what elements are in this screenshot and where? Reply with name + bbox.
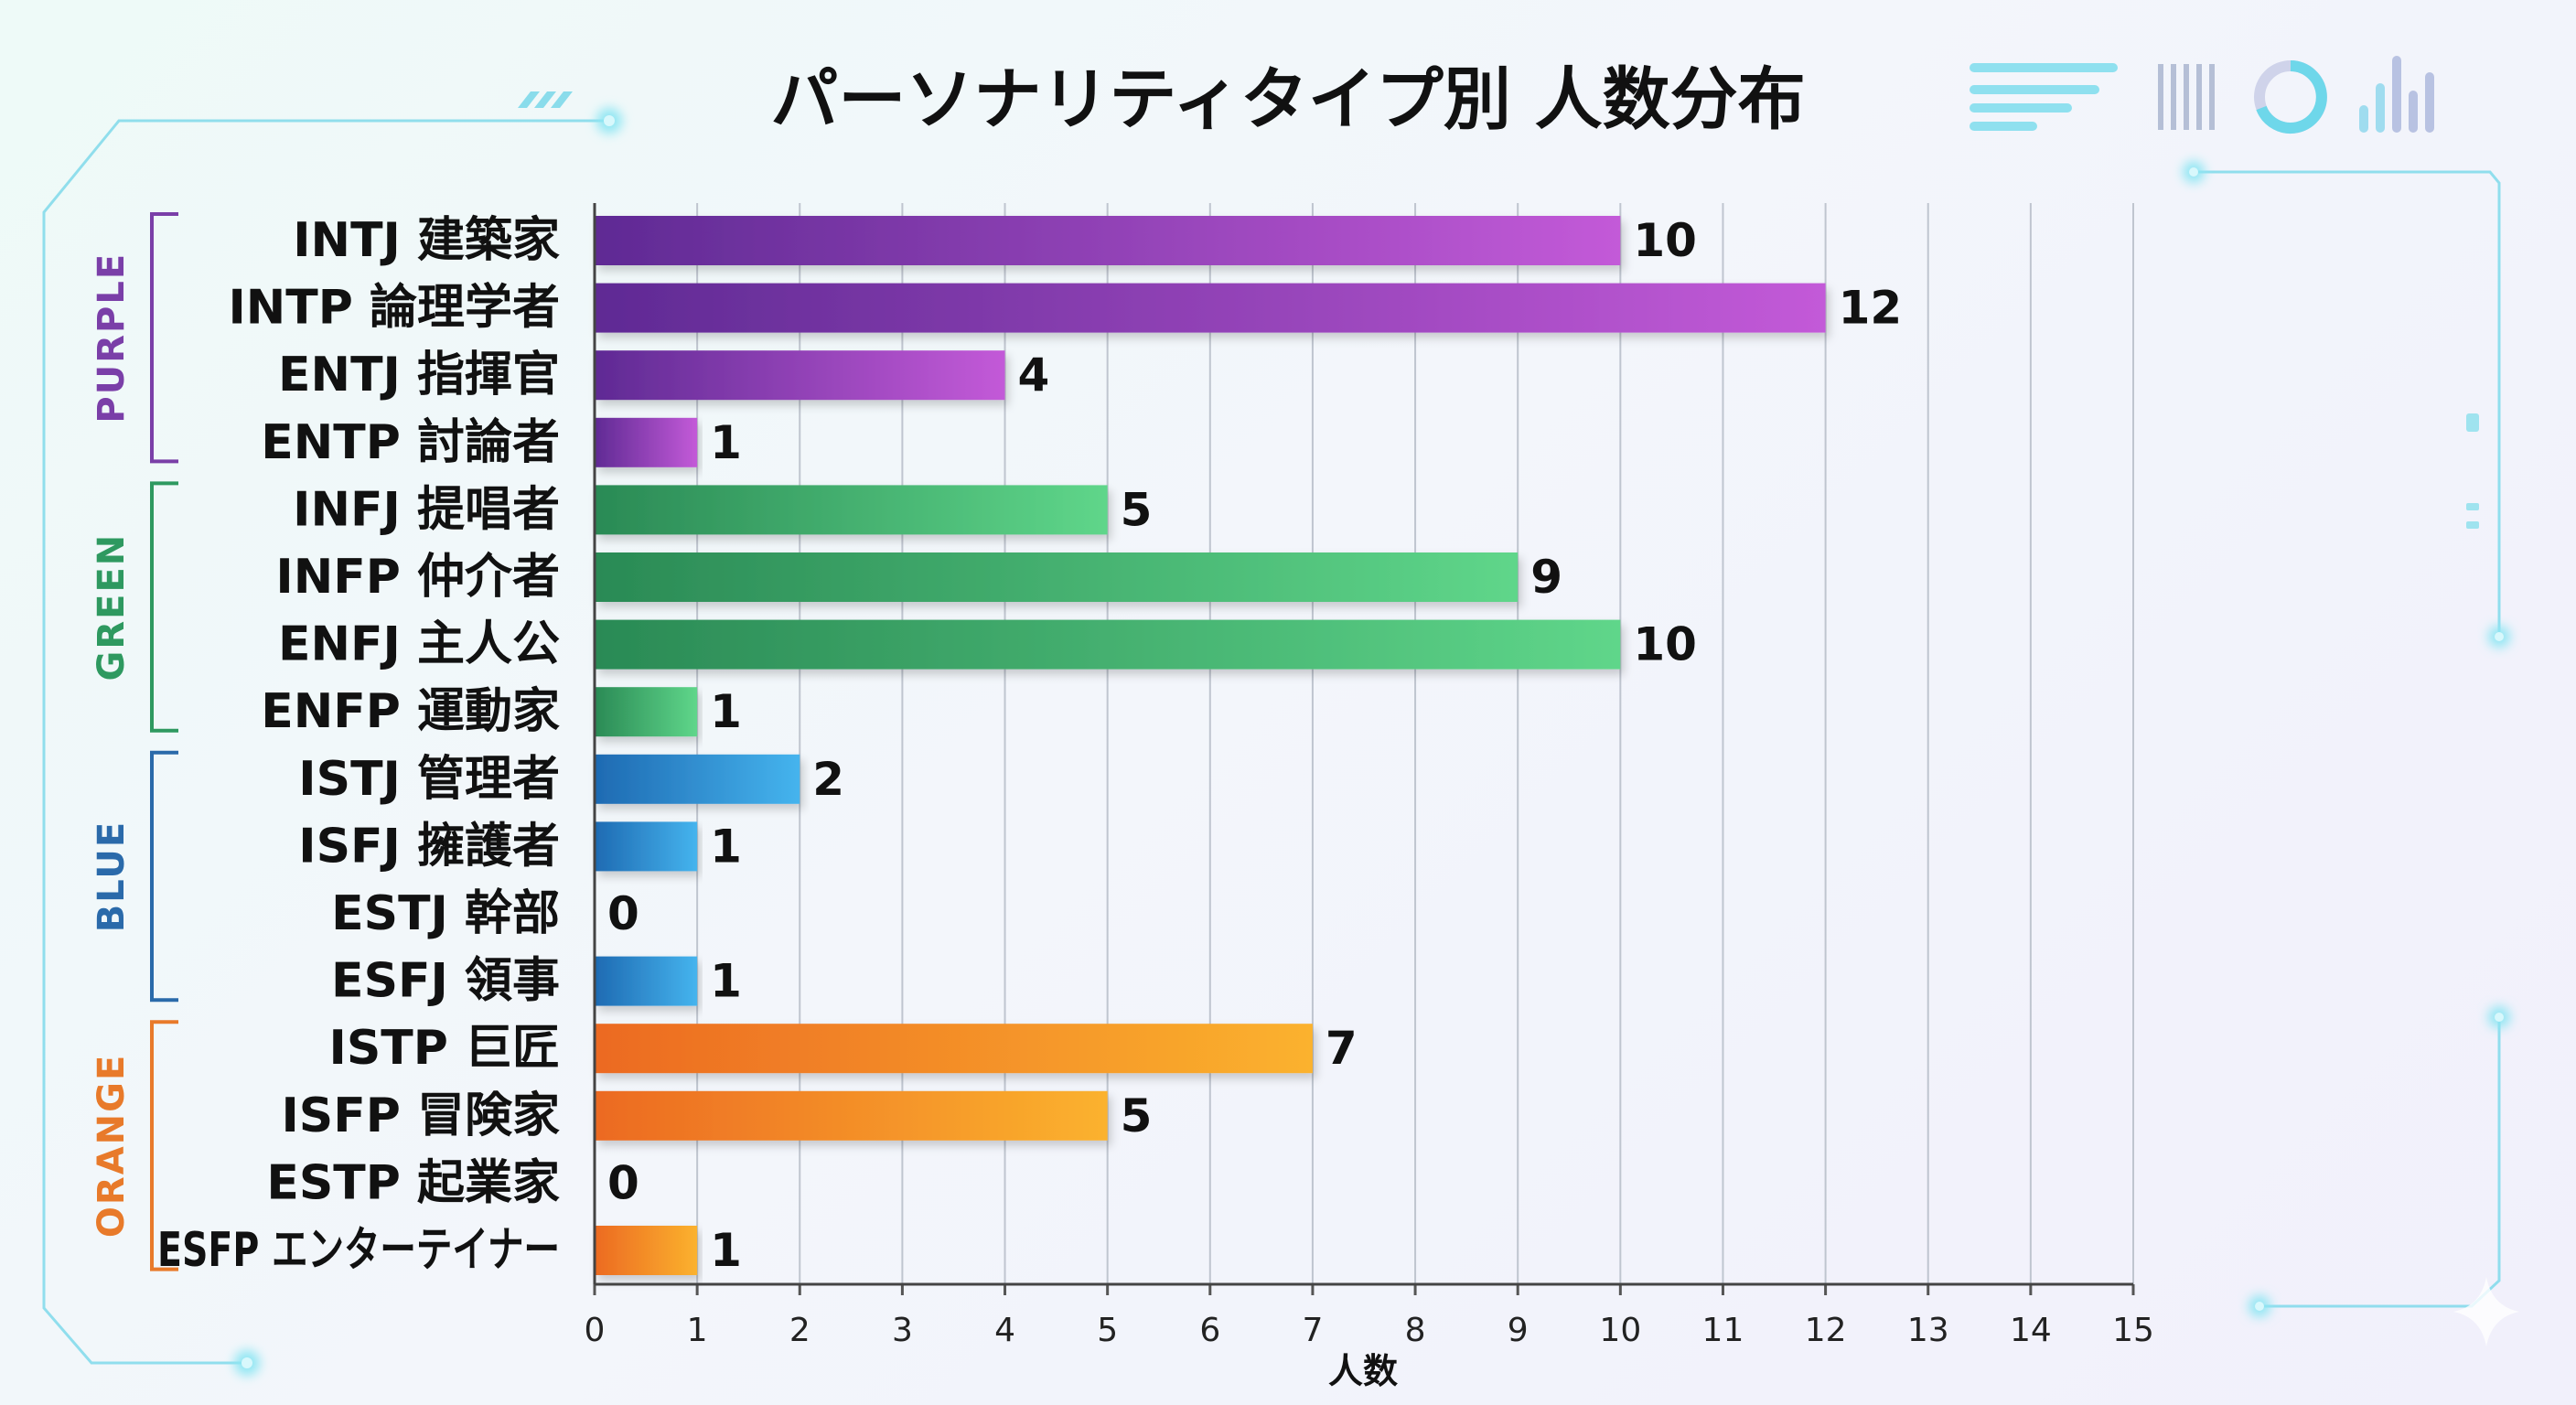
x-tick-label: 9 <box>1508 1312 1529 1349</box>
x-tick-label: 5 <box>1097 1312 1118 1349</box>
x-tick-label: 12 <box>1805 1312 1847 1349</box>
category-label: ESFJ 領事 <box>331 954 560 1009</box>
bar <box>595 687 698 737</box>
x-tick-label: 15 <box>2112 1312 2154 1349</box>
bar <box>595 485 1108 535</box>
bar <box>595 216 1621 265</box>
sparkle-icon <box>2453 1277 2519 1346</box>
bar-value-label: 5 <box>1121 483 1153 536</box>
bar-value-label: 1 <box>710 1224 742 1277</box>
bar-value-label: 0 <box>607 1156 639 1209</box>
bar <box>595 1024 1313 1074</box>
category-label: ESTP 起業家 <box>266 1155 560 1210</box>
bar-value-label: 2 <box>812 753 844 806</box>
x-tick-label: 13 <box>1907 1312 1949 1349</box>
category-label: INFP 仲介者 <box>275 550 560 605</box>
x-tick-label: 2 <box>789 1312 810 1349</box>
bar-value-label: 0 <box>607 887 639 940</box>
group-label: ORANGE <box>91 1054 133 1238</box>
x-tick-label: 10 <box>1599 1312 1641 1349</box>
x-tick-label: 7 <box>1302 1312 1323 1349</box>
bar-value-label: 1 <box>710 820 742 873</box>
chart-title: パーソナリティタイプ別 人数分布 <box>770 60 1805 139</box>
category-label: ENTP 討論者 <box>261 415 560 470</box>
x-axis-label: 人数 <box>1328 1351 1398 1391</box>
bar-value-label: 9 <box>1530 551 1562 604</box>
category-label: ISTJ 管理者 <box>298 752 560 807</box>
group-bracket <box>150 481 178 733</box>
bar-value-label: 1 <box>710 416 742 469</box>
bar <box>595 821 698 872</box>
group-bracket <box>150 1020 178 1271</box>
x-tick-label: 14 <box>2010 1312 2052 1349</box>
bar-value-label: 10 <box>1633 214 1697 267</box>
bar <box>595 1090 1108 1141</box>
group-bracket <box>150 750 178 1003</box>
bar <box>595 754 800 804</box>
decorative-glow-dots <box>234 108 2510 1376</box>
barcode-icon <box>2158 64 2215 130</box>
group-label: GREEN <box>91 533 133 681</box>
category-label: ESTJ 幹部 <box>331 886 560 941</box>
bar-value-label: 7 <box>1326 1022 1358 1075</box>
bar <box>595 956 698 1006</box>
category-label: INTJ 建築家 <box>293 213 560 268</box>
x-tick-label: 4 <box>994 1312 1015 1349</box>
group-label: BLUE <box>91 820 133 932</box>
x-tick-label: 3 <box>892 1312 913 1349</box>
category-label: ENFP 運動家 <box>261 684 560 739</box>
text-lines-icon <box>1970 63 2118 131</box>
bar <box>595 619 1621 670</box>
bar <box>595 552 1519 602</box>
category-label: ISFJ 擁護者 <box>298 819 560 874</box>
category-label: ISFP 冒険家 <box>281 1089 560 1143</box>
bar <box>595 1226 698 1275</box>
category-label: ENFJ 主人公 <box>278 617 560 672</box>
category-label: ENTJ 指揮官 <box>278 348 560 402</box>
category-label: ISTP 巨匠 <box>329 1021 561 1076</box>
bar <box>595 350 1005 401</box>
bar-value-label: 1 <box>710 955 742 1008</box>
bar <box>595 283 1826 333</box>
bar-value-label: 5 <box>1121 1089 1153 1142</box>
x-tick-label: 11 <box>1702 1312 1744 1349</box>
bar-value-label: 10 <box>1633 618 1697 671</box>
x-tick-label: 8 <box>1405 1312 1426 1349</box>
category-label: INFJ 提唱者 <box>293 482 560 537</box>
x-tick-label: 6 <box>1199 1312 1220 1349</box>
group-bracket <box>150 212 178 464</box>
x-tick-label: 1 <box>687 1312 708 1349</box>
category-label: ESFP エンターテイナー <box>157 1223 560 1278</box>
bar-value-label: 4 <box>1018 349 1050 402</box>
category-label: INTP 論理学者 <box>228 281 560 336</box>
mini-bars-icon <box>2359 56 2434 133</box>
slash-marks-decoration <box>518 91 573 108</box>
x-tick-label: 0 <box>585 1312 606 1349</box>
bar-value-label: 12 <box>1839 282 1903 335</box>
bar <box>595 417 698 467</box>
bar-value-label: 1 <box>710 685 742 738</box>
group-label: PURPLE <box>91 252 133 424</box>
ring-chart-icon <box>2254 60 2327 134</box>
